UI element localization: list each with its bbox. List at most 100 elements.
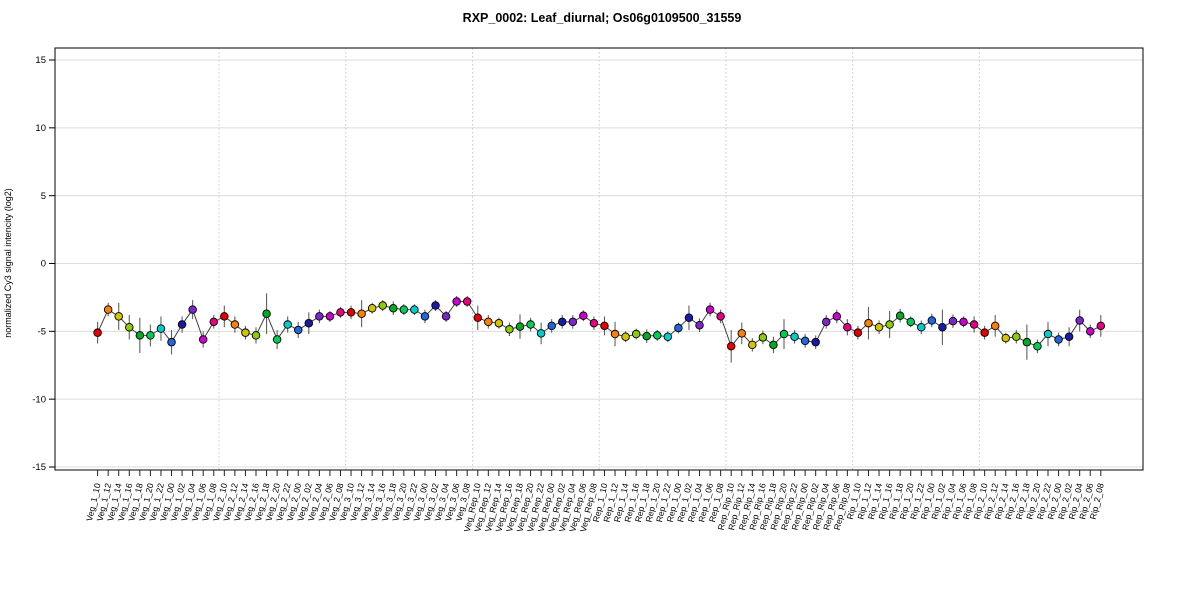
data-point[interactable]	[272, 335, 282, 344]
data-point[interactable]	[642, 331, 651, 341]
data-point[interactable]	[1043, 329, 1053, 339]
data-point[interactable]	[167, 337, 176, 347]
data-point[interactable]	[156, 324, 166, 333]
data-point[interactable]	[177, 320, 187, 329]
data-point[interactable]	[832, 312, 842, 321]
data-point[interactable]	[969, 320, 979, 329]
data-point[interactable]	[198, 335, 208, 344]
data-point[interactable]	[378, 301, 387, 310]
data-point[interactable]	[304, 318, 314, 328]
data-point[interactable]	[695, 320, 704, 330]
data-point[interactable]	[367, 304, 377, 313]
data-point[interactable]	[515, 322, 525, 331]
data-point[interactable]	[1085, 327, 1095, 336]
data-point[interactable]	[399, 305, 409, 314]
data-point[interactable]	[230, 320, 240, 329]
data-point[interactable]	[1096, 321, 1106, 331]
data-point[interactable]	[579, 311, 588, 320]
data-point[interactable]	[441, 312, 451, 321]
data-point[interactable]	[621, 332, 630, 342]
data-point[interactable]	[684, 313, 694, 323]
data-point[interactable]	[938, 323, 947, 332]
data-point[interactable]	[1033, 342, 1042, 351]
data-point[interactable]	[568, 317, 578, 327]
data-point[interactable]	[125, 323, 134, 332]
data-point[interactable]	[103, 305, 113, 314]
data-point[interactable]	[874, 323, 884, 332]
data-point[interactable]	[980, 328, 989, 337]
data-point[interactable]	[800, 336, 810, 346]
data-point[interactable]	[705, 305, 715, 314]
data-point[interactable]	[927, 316, 937, 325]
data-point[interactable]	[188, 305, 197, 314]
data-point[interactable]	[93, 328, 102, 337]
data-point[interactable]	[737, 329, 747, 338]
data-point[interactable]	[726, 342, 736, 351]
data-point[interactable]	[1054, 335, 1063, 344]
data-point[interactable]	[494, 318, 504, 328]
data-point[interactable]	[674, 323, 683, 333]
plot-area: 151050-5-10-15Veg_1_10Veg_1_12Veg_1_14Ve…	[32, 47, 1144, 533]
data-point[interactable]	[484, 317, 493, 327]
data-point[interactable]	[748, 340, 757, 350]
data-point[interactable]	[959, 317, 968, 327]
data-point[interactable]	[420, 312, 430, 321]
data-point[interactable]	[589, 318, 599, 328]
data-point[interactable]	[885, 320, 894, 329]
data-point[interactable]	[631, 329, 641, 339]
data-point[interactable]	[790, 332, 799, 342]
data-point[interactable]	[1022, 337, 1032, 347]
data-point[interactable]	[1001, 333, 1011, 343]
data-point[interactable]	[431, 301, 440, 310]
data-point[interactable]	[811, 337, 820, 347]
data-point[interactable]	[220, 312, 229, 321]
data-point[interactable]	[948, 316, 958, 326]
data-point[interactable]	[610, 329, 620, 339]
data-point[interactable]	[895, 311, 905, 320]
data-point[interactable]	[283, 320, 292, 329]
data-point[interactable]	[853, 328, 863, 337]
y-axis-title: normalized Cy3 signal intencity (log2)	[3, 188, 13, 338]
data-point[interactable]	[146, 331, 155, 340]
data-point[interactable]	[917, 323, 926, 332]
data-point[interactable]	[653, 331, 662, 340]
data-point[interactable]	[209, 317, 219, 327]
data-point[interactable]	[1012, 332, 1021, 342]
data-point[interactable]	[293, 325, 303, 335]
data-point[interactable]	[505, 325, 514, 334]
data-point[interactable]	[557, 317, 567, 327]
data-point[interactable]	[251, 331, 261, 340]
data-point[interactable]	[600, 321, 609, 331]
data-point[interactable]	[990, 321, 1000, 331]
data-point[interactable]	[758, 333, 768, 342]
data-point[interactable]	[114, 312, 123, 321]
data-point[interactable]	[262, 309, 271, 318]
data-point[interactable]	[906, 317, 915, 327]
data-point[interactable]	[547, 321, 556, 331]
data-point[interactable]	[389, 304, 398, 313]
data-point[interactable]	[843, 323, 852, 332]
data-point[interactable]	[462, 297, 472, 306]
y-tick-label: -15	[32, 462, 46, 473]
data-point[interactable]	[336, 308, 345, 317]
data-point[interactable]	[663, 332, 673, 342]
data-point[interactable]	[864, 318, 873, 328]
data-point[interactable]	[536, 329, 546, 338]
data-point[interactable]	[135, 331, 145, 340]
data-point[interactable]	[526, 320, 535, 329]
data-point[interactable]	[473, 313, 483, 323]
data-point[interactable]	[357, 309, 366, 318]
data-point[interactable]	[821, 317, 831, 327]
data-point[interactable]	[315, 312, 324, 321]
data-point[interactable]	[1075, 316, 1084, 325]
data-point[interactable]	[716, 312, 725, 321]
data-point[interactable]	[325, 312, 335, 321]
data-point[interactable]	[346, 308, 356, 317]
data-point[interactable]	[410, 305, 419, 314]
data-point[interactable]	[452, 297, 461, 306]
data-point[interactable]	[779, 329, 789, 339]
data-point[interactable]	[769, 340, 778, 350]
data-point[interactable]	[241, 328, 250, 337]
data-point[interactable]	[1064, 332, 1074, 342]
